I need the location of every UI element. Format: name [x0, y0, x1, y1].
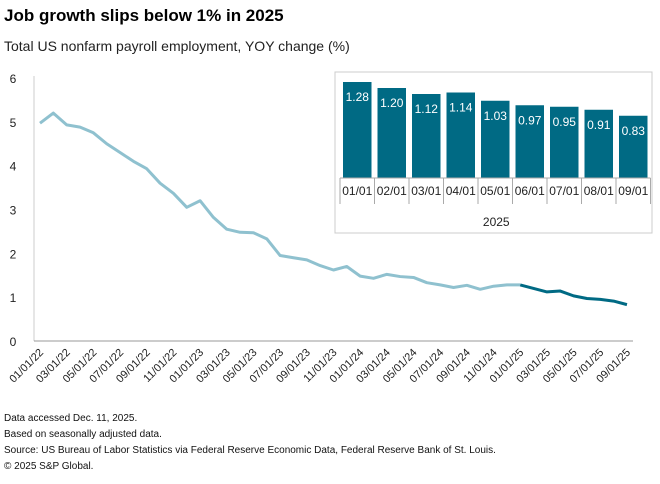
bar [377, 88, 406, 178]
bar-category-label: 03/01 [411, 184, 441, 198]
bar-value-label: 1.20 [380, 96, 404, 110]
y-tick-label: 6 [10, 72, 17, 86]
bar-category-label: 07/01 [549, 184, 579, 198]
bar [550, 106, 579, 178]
bar-value-label: 1.12 [415, 102, 439, 116]
bar [515, 105, 544, 178]
chart-title: Job growth slips below 1% in 2025 [4, 6, 284, 25]
bar-value-label: 0.83 [622, 124, 646, 138]
bar-value-label: 0.95 [553, 115, 577, 129]
bar-category-label: 08/01 [584, 184, 614, 198]
inset-x-label: 2025 [483, 215, 510, 229]
bar-category-label: 02/01 [377, 184, 407, 198]
y-tick-label: 0 [10, 335, 17, 349]
footnote-source: Source: US Bureau of Labor Statistics vi… [4, 445, 496, 456]
bar-value-label: 1.14 [449, 101, 473, 115]
y-tick-label: 5 [10, 116, 17, 130]
bar-value-label: 0.91 [587, 118, 611, 132]
footnote-accessed: Data accessed Dec. 11, 2025. [4, 413, 138, 424]
bar-category-label: 09/01 [618, 184, 648, 198]
footnote-adjusted: Based on seasonally adjusted data. [4, 429, 162, 440]
bar [446, 92, 475, 178]
y-tick-label: 1 [10, 291, 17, 305]
y-tick-label: 4 [10, 160, 17, 174]
y-tick-label: 2 [10, 247, 17, 261]
chart-subtitle: Total US nonfarm payroll employment, YOY… [4, 38, 350, 54]
bar-category-label: 01/01 [342, 184, 372, 198]
bar [584, 109, 613, 178]
bar-category-label: 04/01 [446, 184, 476, 198]
bar-category-label: 05/01 [480, 184, 510, 198]
series-line-2025 [519, 283, 628, 307]
bar-value-label: 1.03 [484, 109, 508, 123]
bar [619, 115, 648, 178]
bar [412, 94, 441, 178]
series-line-history [39, 111, 521, 291]
footnote-copyright: © 2025 S&P Global. [4, 461, 94, 472]
bar-value-label: 0.97 [518, 113, 542, 127]
bar-value-label: 1.28 [346, 90, 370, 104]
y-tick-label: 3 [10, 204, 17, 218]
bar [481, 100, 510, 178]
bar-category-label: 06/01 [515, 184, 545, 198]
bar [343, 82, 372, 178]
